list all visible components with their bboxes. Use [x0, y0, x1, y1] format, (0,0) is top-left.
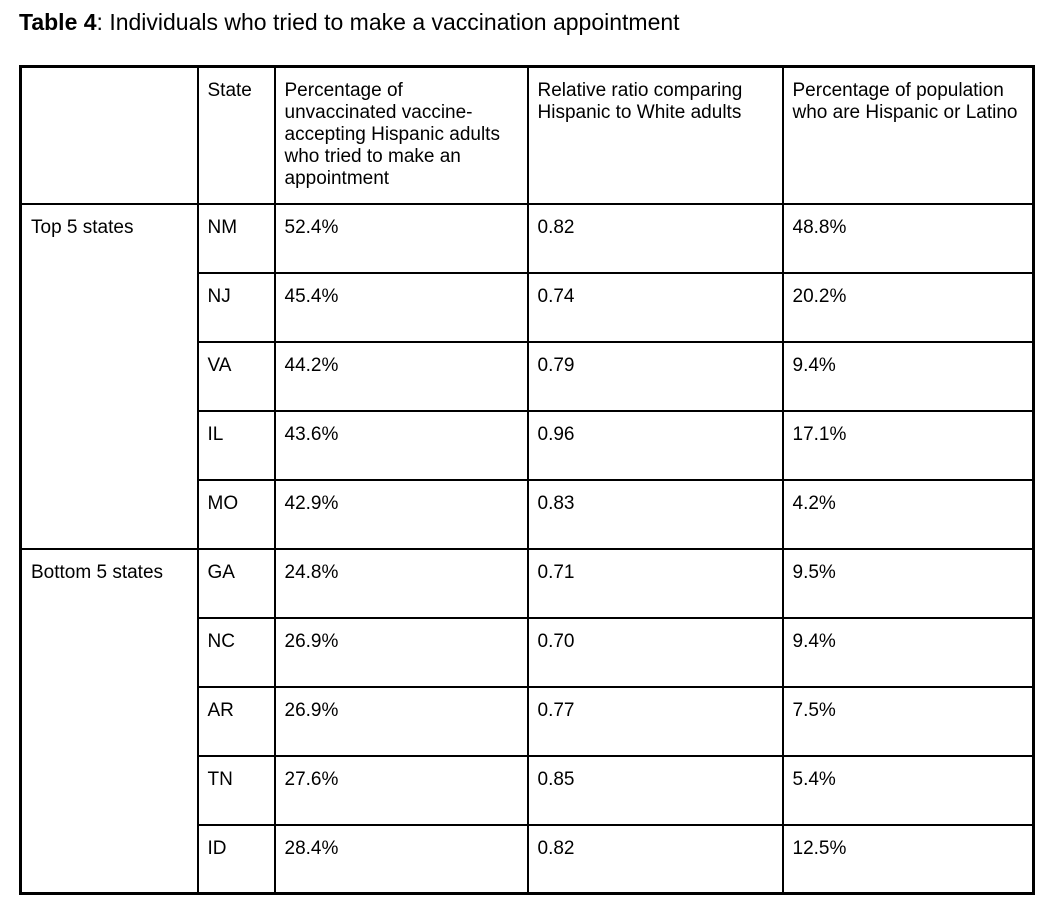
table-row: NJ 45.4% 0.74 20.2%	[21, 271, 1035, 343]
cell-state: AR	[196, 685, 276, 757]
cell-relative-ratio: 0.82	[526, 823, 784, 895]
header-state: State	[196, 65, 276, 205]
header-pct-tried: Percentage of unvaccinated vaccine-accep…	[273, 65, 529, 205]
cell-relative-ratio: 0.77	[526, 685, 784, 757]
table-caption: Table 4: Individuals who tried to make a…	[19, 8, 1064, 36]
table-row: AR 26.9% 0.77 7.5%	[21, 685, 1035, 757]
cell-pct-tried: 26.9%	[273, 616, 529, 688]
vaccination-appointment-table: State Percentage of unvaccinated vaccine…	[19, 65, 1035, 895]
cell-pct-population: 9.5%	[781, 547, 1035, 619]
cell-pct-tried: 45.4%	[273, 271, 529, 343]
header-group-blank	[19, 65, 199, 205]
cell-pct-population: 9.4%	[781, 340, 1035, 412]
cell-pct-population: 7.5%	[781, 685, 1035, 757]
header-row: State Percentage of unvaccinated vaccine…	[19, 65, 1035, 205]
cell-pct-tried: 43.6%	[273, 409, 529, 481]
cell-state: IL	[196, 409, 276, 481]
table-row: ID 28.4% 0.82 12.5%	[21, 823, 1035, 895]
cell-pct-tried: 28.4%	[273, 823, 529, 895]
header-relative-ratio: Relative ratio comparing Hispanic to Whi…	[526, 65, 784, 205]
table-row: NC 26.9% 0.70 9.4%	[21, 616, 1035, 688]
cell-state: NM	[196, 202, 276, 274]
cell-pct-population: 20.2%	[781, 271, 1035, 343]
group-label-top-5: Top 5 states	[19, 202, 199, 550]
cell-pct-tried: 24.8%	[273, 547, 529, 619]
cell-state: ID	[196, 823, 276, 895]
cell-relative-ratio: 0.85	[526, 754, 784, 826]
cell-relative-ratio: 0.96	[526, 409, 784, 481]
cell-pct-tried: 42.9%	[273, 478, 529, 550]
cell-relative-ratio: 0.82	[526, 202, 784, 274]
table-caption-number: Table 4	[19, 9, 97, 35]
cell-pct-population: 9.4%	[781, 616, 1035, 688]
cell-relative-ratio: 0.70	[526, 616, 784, 688]
cell-relative-ratio: 0.79	[526, 340, 784, 412]
cell-relative-ratio: 0.71	[526, 547, 784, 619]
cell-state: GA	[196, 547, 276, 619]
cell-state: VA	[196, 340, 276, 412]
table-caption-text: : Individuals who tried to make a vaccin…	[96, 9, 680, 35]
table-row: TN 27.6% 0.85 5.4%	[21, 754, 1035, 826]
table-row: VA 44.2% 0.79 9.4%	[21, 340, 1035, 412]
cell-pct-tried: 27.6%	[273, 754, 529, 826]
cell-relative-ratio: 0.74	[526, 271, 784, 343]
cell-pct-population: 4.2%	[781, 478, 1035, 550]
table-row: Bottom 5 states GA 24.8% 0.71 9.5%	[19, 547, 1035, 895]
cell-pct-population: 48.8%	[781, 202, 1035, 274]
group-label-bottom-5: Bottom 5 states	[19, 547, 199, 895]
cell-pct-population: 5.4%	[781, 754, 1035, 826]
table-row: Top 5 states NM 52.4% 0.82 48.8%	[19, 202, 1035, 550]
table-row: MO 42.9% 0.83 4.2%	[21, 478, 1035, 550]
cell-state: MO	[196, 478, 276, 550]
cell-pct-tried: 26.9%	[273, 685, 529, 757]
cell-state: NC	[196, 616, 276, 688]
cell-pct-population: 17.1%	[781, 409, 1035, 481]
cell-pct-population: 12.5%	[781, 823, 1035, 895]
cell-state: TN	[196, 754, 276, 826]
cell-relative-ratio: 0.83	[526, 478, 784, 550]
cell-pct-tried: 52.4%	[273, 202, 529, 274]
document-page: Table 4: Individuals who tried to make a…	[19, 8, 1064, 895]
cell-state: NJ	[196, 271, 276, 343]
header-pct-population: Percentage of population who are Hispani…	[781, 65, 1035, 205]
cell-pct-tried: 44.2%	[273, 340, 529, 412]
table-row: IL 43.6% 0.96 17.1%	[21, 409, 1035, 481]
